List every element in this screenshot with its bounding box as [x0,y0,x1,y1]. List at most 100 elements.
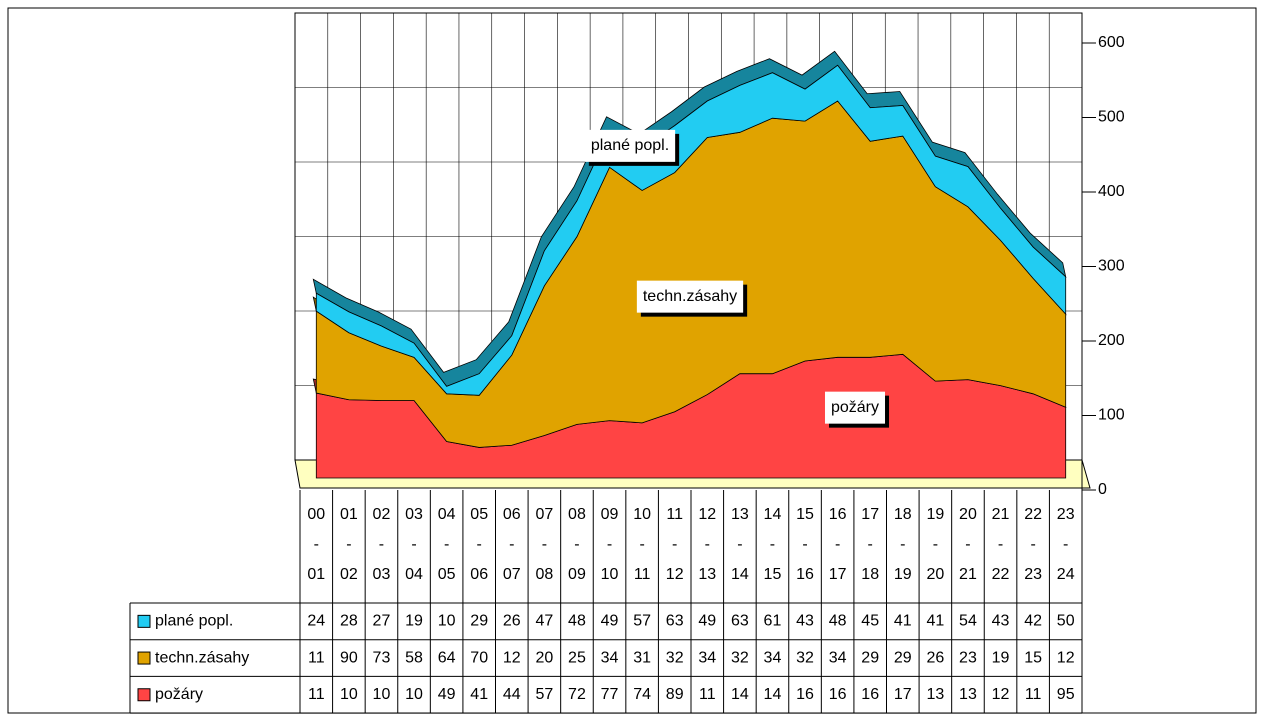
table-value: 11 [1025,686,1042,703]
table-value: 23 [959,649,977,666]
table-value: 49 [601,613,619,630]
y-tick-label: 0 [1098,481,1107,498]
series-label: techn.zásahy [636,280,748,317]
table-value: 44 [503,686,521,703]
table-value: 28 [340,613,358,630]
x-tick-label: 18 - 19 [893,506,912,583]
table-value: 32 [666,649,684,666]
table-value: 32 [796,649,814,666]
table-value: 57 [535,686,553,703]
x-tick-label: 09 - 10 [600,506,619,583]
table-value: 43 [796,613,814,630]
x-tick-label: 22 - 23 [1024,506,1043,583]
x-tick-label: 12 - 13 [698,506,717,583]
x-tick-label: 21 - 22 [991,506,1010,583]
table-value: 19 [992,649,1010,666]
x-tick-label: 19 - 20 [926,506,945,583]
table-value: 10 [373,686,391,703]
table-value: 77 [601,686,619,703]
table-value: 26 [926,649,944,666]
table-value: 29 [470,613,488,630]
series-label-text: plané popl. [591,137,669,154]
table-value: 41 [894,613,912,630]
table-value: 57 [633,613,651,630]
area [315,64,1067,396]
table-value: 95 [1057,686,1075,703]
table-value: 26 [503,613,521,630]
x-tick-label: 20 - 21 [959,506,977,583]
table-value: 64 [438,649,456,666]
table-value: 32 [731,649,749,666]
x-tick-label: 07 - 08 [535,506,554,583]
table-value: 73 [373,649,391,666]
table-value: 49 [438,686,456,703]
x-tick-label: 14 - 15 [763,506,782,583]
table-value: 15 [1024,649,1042,666]
table-value: 70 [470,649,488,666]
table-value: 14 [731,686,749,703]
legend-label: požáry [155,686,203,703]
table-value: 12 [503,649,521,666]
table-value: 24 [307,613,325,630]
table-value: 49 [698,613,716,630]
x-tick-label: 01 - 02 [339,506,358,583]
x-tick-label: 10 - 11 [633,506,652,583]
table-value: 29 [894,649,912,666]
table-value: 29 [861,649,879,666]
x-tick-label: 15 - 16 [796,506,814,583]
x-tick-label: 23 - 24 [1056,506,1075,583]
table-value: 48 [829,613,847,630]
table-value: 34 [829,649,847,666]
table-value: 50 [1057,613,1075,630]
x-tick-label: 13 - 14 [730,506,749,583]
table-value: 63 [731,613,749,630]
table-value: 16 [796,686,814,703]
table-value: 16 [829,686,847,703]
label-box [824,391,886,424]
table-value: 16 [861,686,879,703]
table-value: 43 [992,613,1010,630]
table-value: 13 [926,686,944,703]
x-tick-label: 04 - 05 [437,506,456,583]
table-value: 34 [764,649,782,666]
table-value: 48 [568,613,586,630]
table-value: 58 [405,649,423,666]
table-value: 34 [698,649,716,666]
table-value: 54 [959,613,977,630]
table-value: 34 [601,649,619,666]
table-value: 90 [340,649,358,666]
label-box [636,280,744,313]
table-value: 25 [568,649,586,666]
y-tick-label: 600 [1098,34,1125,51]
table-value: 41 [470,686,488,703]
x-tick-label: 17 - 18 [861,506,880,583]
table-value: 63 [666,613,684,630]
table-value: 47 [535,613,553,630]
table-value: 10 [405,686,423,703]
table-value: 89 [666,686,684,703]
table-value: 74 [633,686,651,703]
table-value: 17 [894,686,912,703]
legend-label: techn.zásahy [155,649,249,666]
table-value: 41 [926,613,944,630]
table-value: 11 [308,686,325,703]
x-tick-label: 06 - 07 [502,506,521,583]
table-value: 12 [992,686,1010,703]
table-value: 45 [861,613,879,630]
table-value: 14 [764,686,782,703]
y-tick-label: 300 [1098,258,1125,275]
table-value: 61 [764,613,782,630]
table-value: 27 [373,613,391,630]
y-tick-label: 200 [1098,332,1125,349]
y-tick-label: 500 [1098,109,1125,126]
table-value: 12 [1057,649,1075,666]
table-value: 11 [699,686,716,703]
y-tick-label: 100 [1098,407,1125,424]
label-box [584,129,676,162]
table-value: 10 [340,686,358,703]
table-value: 20 [535,649,553,666]
series-label: požáry [824,391,890,428]
y-tick-label: 400 [1098,183,1125,200]
legend-swatch [137,614,151,628]
